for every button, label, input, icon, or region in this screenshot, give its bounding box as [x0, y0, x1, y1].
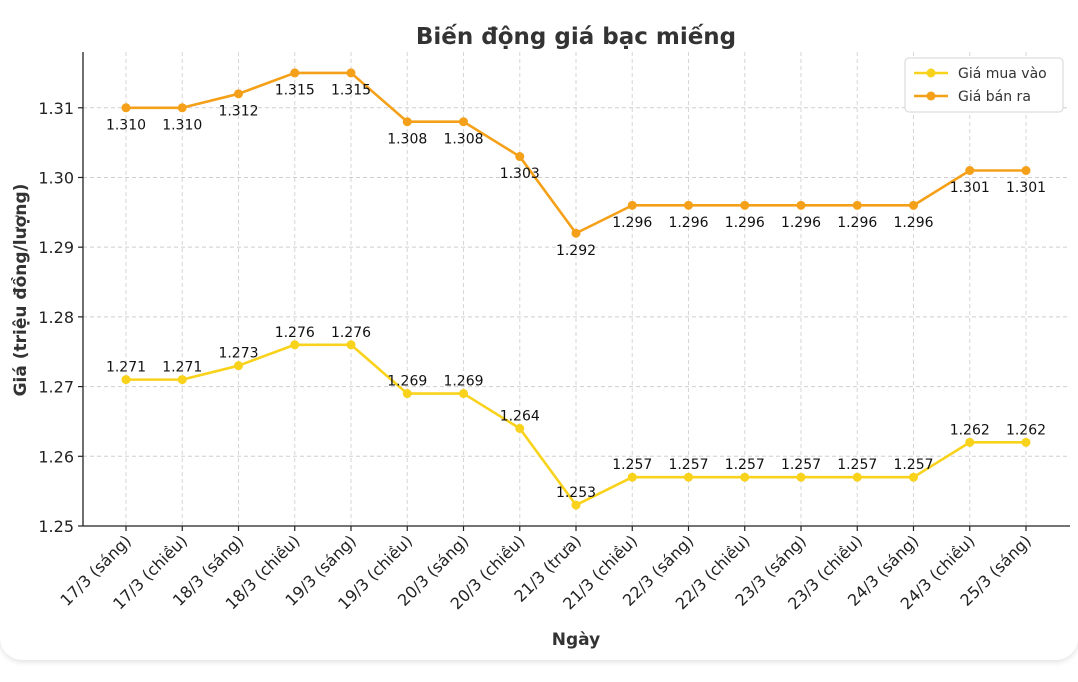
data-point: [121, 375, 131, 385]
legend-label: Giá bán ra: [958, 89, 1031, 105]
data-point: [909, 200, 918, 210]
data-label: 1.264: [500, 408, 540, 424]
data-label: 1.262: [950, 422, 990, 438]
data-point: [459, 389, 468, 399]
data-point: [346, 340, 356, 350]
data-point: [909, 472, 918, 482]
y-tick-label: 1.27: [38, 378, 74, 397]
legend: Giá mua vào Giá bán ra: [904, 57, 1064, 113]
data-label: 1.315: [275, 83, 315, 99]
data-label: 1.292: [556, 243, 596, 259]
data-point: [177, 375, 187, 385]
data-point: [234, 361, 243, 371]
data-label: 1.253: [556, 485, 596, 501]
chart-card: Biến động giá bạc miếng 1.25 1.26 1.27 1.28…: [10, 23, 1070, 650]
data-point: [571, 228, 581, 238]
data-point: [515, 152, 525, 162]
data-label: 1.257: [781, 457, 821, 473]
data-point: [234, 89, 243, 99]
chart-title: Biến động giá bạc miếng: [416, 23, 736, 50]
data-point: [852, 472, 862, 482]
data-label: 1.310: [162, 117, 202, 133]
grid-layer: [83, 52, 1070, 527]
legend-swatch-marker: [926, 68, 936, 78]
data-point: [965, 437, 975, 447]
data-label: 1.269: [443, 374, 483, 390]
data-label: 1.271: [162, 360, 202, 376]
data-label: 1.308: [387, 131, 427, 147]
data-labels-layer: 1.271 1.271 1.273 1.276 1.276 1.269 1.269 1.264…: [106, 83, 1046, 502]
data-label: 1.257: [725, 457, 765, 473]
data-point: [402, 389, 412, 399]
x-axis-label: Ngày: [552, 630, 600, 650]
data-point: [177, 103, 187, 113]
data-point: [1021, 166, 1031, 175]
data-point: [740, 200, 750, 210]
data-point: [627, 472, 637, 482]
data-point: [627, 200, 637, 210]
data-label: 1.301: [950, 180, 990, 196]
data-label: 1.301: [1006, 180, 1046, 196]
data-point: [402, 117, 412, 127]
data-label: 1.296: [837, 215, 877, 231]
data-label: 1.276: [275, 325, 315, 341]
data-point: [740, 472, 750, 482]
data-label: 1.257: [837, 457, 877, 473]
y-tick-label: 1.31: [38, 99, 74, 118]
data-label: 1.303: [500, 166, 540, 182]
data-point: [1021, 437, 1031, 447]
data-label: 1.310: [106, 117, 146, 133]
data-label: 1.296: [668, 215, 708, 231]
data-point: [852, 200, 862, 210]
data-label: 1.276: [331, 325, 371, 341]
data-point: [965, 166, 975, 175]
data-label: 1.257: [612, 457, 652, 473]
y-tick-label: 1.29: [38, 238, 74, 257]
data-label: 1.296: [781, 215, 821, 231]
y-tick-label: 1.28: [38, 308, 74, 327]
data-label: 1.257: [668, 457, 708, 473]
data-point: [121, 103, 131, 113]
data-label: 1.315: [331, 83, 371, 99]
series-layer: [121, 68, 1031, 510]
data-label: 1.257: [893, 457, 933, 473]
data-point: [290, 340, 300, 350]
data-label: 1.296: [725, 215, 765, 231]
legend-swatch-marker: [926, 91, 936, 101]
data-point: [346, 68, 356, 78]
legend-box: [904, 57, 1064, 113]
y-tick-label: 1.30: [38, 168, 74, 187]
data-label: 1.269: [387, 374, 427, 390]
data-label: 1.296: [612, 215, 652, 231]
y-tick-label: 1.25: [38, 517, 74, 536]
data-point: [515, 423, 525, 433]
data-point: [571, 500, 581, 510]
data-point: [796, 472, 806, 482]
legend-label: Giá mua vào: [958, 66, 1047, 82]
data-point: [796, 200, 806, 210]
data-label: 1.308: [443, 131, 483, 147]
data-label: 1.273: [218, 346, 258, 362]
data-label: 1.312: [218, 103, 258, 119]
y-axis-label: Giá (triệu đồng/lượng): [10, 184, 31, 397]
data-label: 1.262: [1006, 422, 1046, 438]
data-point: [684, 472, 693, 482]
data-point: [290, 68, 300, 78]
data-label: 1.271: [106, 360, 146, 376]
line-chart: Biến động giá bạc miếng 1.25 1.26 1.27 1.28…: [10, 23, 1070, 650]
data-point: [684, 200, 693, 210]
data-label: 1.296: [893, 215, 933, 231]
data-point: [459, 117, 468, 127]
y-tick-label: 1.26: [38, 447, 74, 466]
